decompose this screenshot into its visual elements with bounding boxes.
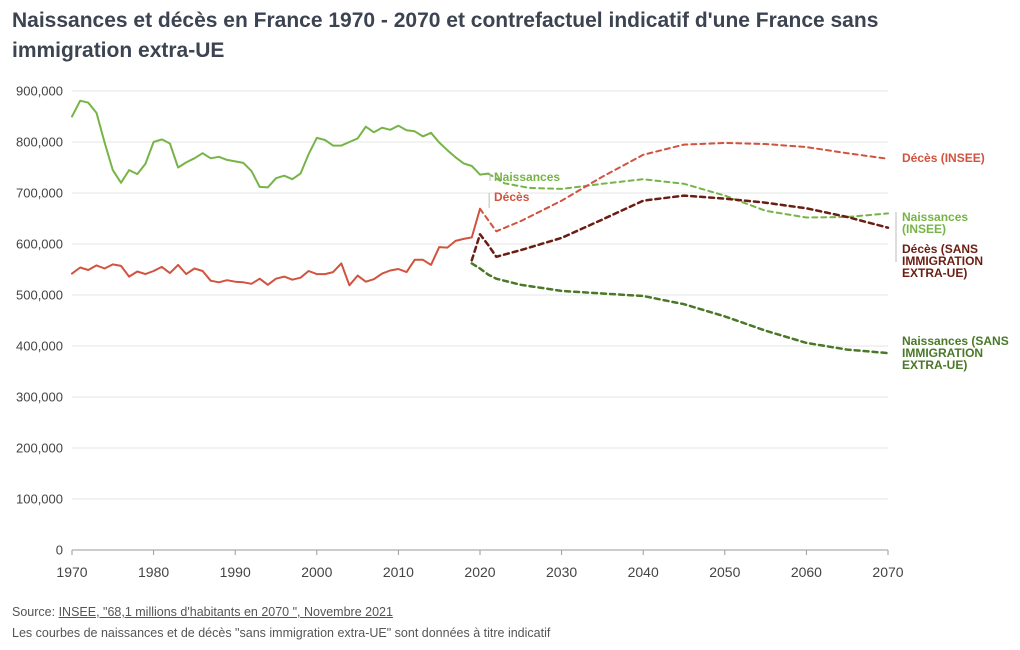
x-tick-label: 1990 bbox=[220, 564, 251, 580]
series-line-naissances bbox=[71, 99, 490, 189]
x-tick-label: 1970 bbox=[56, 564, 87, 580]
y-tick-label: 700,000 bbox=[16, 186, 63, 201]
label-line: EXTRA-UE) bbox=[902, 266, 967, 280]
label-line: Naissances bbox=[902, 210, 968, 224]
gridlines bbox=[72, 90, 888, 551]
x-tick-label: 2070 bbox=[872, 564, 903, 580]
x-tick-label: 2010 bbox=[383, 564, 414, 580]
x-tick-label: 2000 bbox=[301, 564, 332, 580]
y-tick-label: 500,000 bbox=[16, 288, 63, 303]
series-line-deces-insee bbox=[479, 142, 889, 233]
y-axis: 0 100,000 200,000 300,000 400,000 500,000 600,… bbox=[16, 84, 63, 558]
label-naissances-sans: Naissances (SANS IMMIGRATION EXTRA-UE) bbox=[902, 334, 1009, 372]
y-tick-label: 400,000 bbox=[16, 339, 63, 354]
label-line: (INSEE) bbox=[902, 222, 946, 236]
label-deces: Décès bbox=[494, 190, 530, 204]
label-deces-sans: Décès (SANS IMMIGRATION EXTRA-UE) bbox=[902, 242, 983, 280]
y-tick-label: 800,000 bbox=[16, 135, 63, 150]
series-line-naissances-insee bbox=[487, 172, 889, 219]
source-line: Source: INSEE, "68,1 millions d'habitant… bbox=[12, 605, 393, 619]
label-line: Décès (INSEE) bbox=[902, 151, 985, 165]
label-line: EXTRA-UE) bbox=[902, 358, 967, 372]
y-tick-label: 600,000 bbox=[16, 237, 63, 252]
y-tick-label: 100,000 bbox=[16, 492, 63, 507]
series-lines bbox=[71, 99, 890, 355]
x-tick-label: 2020 bbox=[464, 564, 495, 580]
x-tick-label: 2050 bbox=[709, 564, 740, 580]
x-tick-label: 1980 bbox=[138, 564, 169, 580]
source-link[interactable]: INSEE, "68,1 millions d'habitants en 207… bbox=[58, 605, 393, 619]
source-prefix: Source: bbox=[12, 605, 59, 619]
y-tick-label: 900,000 bbox=[16, 84, 63, 99]
label-naissances: Naissances bbox=[494, 170, 560, 184]
label-line: Décès bbox=[494, 190, 530, 204]
x-tick-label: 2030 bbox=[546, 564, 577, 580]
y-tick-label: 0 bbox=[56, 543, 63, 558]
series-line-deces-sans bbox=[470, 194, 890, 262]
chart-title: Naissances et décès en France 1970 - 207… bbox=[12, 9, 879, 62]
label-line: IMMIGRATION bbox=[902, 254, 983, 268]
series-line-deces bbox=[71, 207, 481, 287]
label-line: Naissances (SANS bbox=[902, 334, 1009, 348]
y-tick-label: 300,000 bbox=[16, 390, 63, 405]
x-tick-label: 2060 bbox=[791, 564, 822, 580]
chart-note: Les courbes de naissances et de décès "s… bbox=[12, 626, 551, 640]
x-axis: 1970 1980 1990 2000 2010 2020 2030 2040 2050 2060… bbox=[56, 550, 904, 580]
series-line-naissances-sans bbox=[470, 262, 890, 355]
label-deces-insee: Décès (INSEE) bbox=[902, 151, 985, 165]
label-line: Naissances bbox=[494, 170, 560, 184]
label-naissances-insee: Naissances (INSEE) bbox=[902, 210, 968, 236]
x-tick-label: 2040 bbox=[628, 564, 659, 580]
y-tick-label: 200,000 bbox=[16, 441, 63, 456]
label-line: Décès (SANS bbox=[902, 242, 978, 256]
label-line: IMMIGRATION bbox=[902, 346, 983, 360]
